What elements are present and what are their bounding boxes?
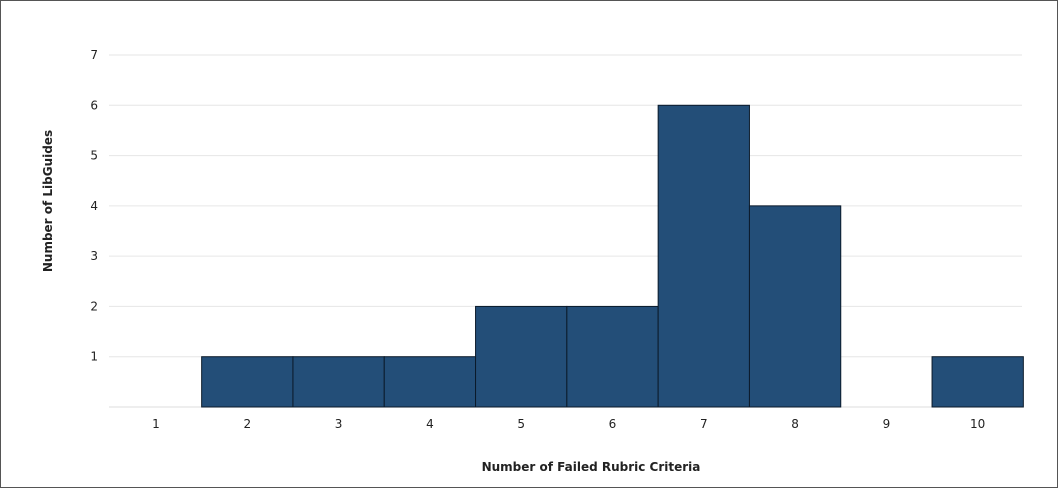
y-tick-label: 6 [90, 98, 98, 112]
y-tick-label: 5 [90, 149, 98, 163]
y-tick-label: 7 [90, 48, 98, 62]
gridlines [109, 54, 1022, 408]
x-tick-label: 10 [970, 417, 985, 431]
y-tick-label: 2 [90, 299, 98, 313]
bar-8 [748, 205, 842, 408]
x-tick-label: 4 [426, 417, 434, 431]
x-tick-label: 8 [791, 417, 799, 431]
bar-7 [657, 104, 750, 408]
bar-5 [475, 305, 568, 408]
y-tick-label: 3 [90, 249, 98, 263]
bars [201, 104, 1024, 408]
x-tick-label: 2 [243, 417, 251, 431]
bar-4 [383, 356, 477, 408]
bar-10 [931, 356, 1024, 408]
x-tick-label: 5 [517, 417, 525, 431]
x-tick-label: 9 [883, 417, 891, 431]
x-axis-ticks: 1 2 3 4 5 6 7 8 9 10 [152, 417, 985, 431]
x-tick-label: 6 [609, 417, 617, 431]
bar-6 [566, 305, 659, 408]
x-tick-label: 7 [700, 417, 708, 431]
x-tick-label: 3 [335, 417, 343, 431]
x-axis-label: Number of Failed Rubric Criteria [482, 460, 701, 474]
y-axis-label: Number of LibGuides [41, 130, 55, 272]
x-tick-label: 1 [152, 417, 160, 431]
bar-2 [201, 356, 294, 408]
y-tick-label: 1 [90, 350, 98, 364]
y-axis-ticks: 1 2 3 4 5 6 7 [90, 48, 98, 364]
y-tick-label: 4 [90, 199, 98, 213]
bar-3 [292, 356, 385, 408]
